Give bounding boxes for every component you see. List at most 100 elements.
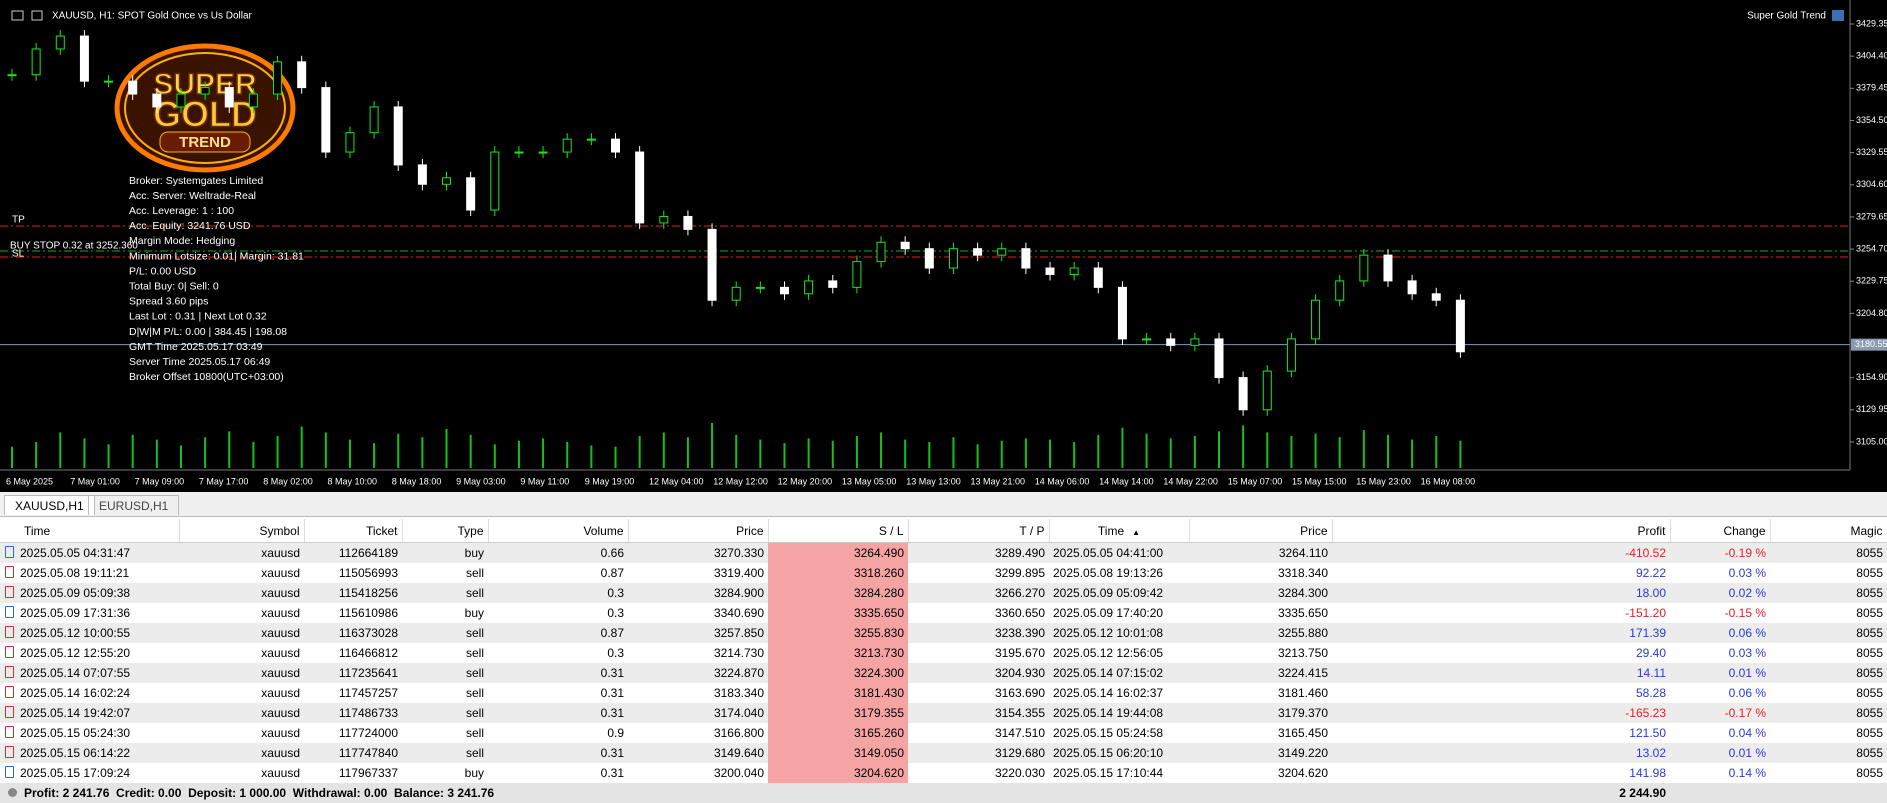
order-cell: 0.31 <box>488 663 628 683</box>
cell-text: xauusd <box>261 706 300 720</box>
order-cell: sell <box>402 563 488 583</box>
order-cell: xauusd <box>179 723 304 743</box>
order-icon <box>5 686 14 698</box>
order-cell: 0.14 % <box>1670 763 1770 783</box>
order-cell: 3149.220 <box>1189 743 1332 763</box>
price-tick-label: 3105.00 <box>1856 436 1887 446</box>
logo-banner <box>159 131 251 153</box>
summary-icon <box>8 788 17 797</box>
candle-body <box>128 80 138 95</box>
order-row[interactable]: 2025.05.14 07:07:55 xauusd 117235641 sell 0.… <box>0 663 1887 683</box>
time-label: 8 May 10:00 <box>328 476 378 486</box>
order-row[interactable]: 2025.05.15 17:09:24 xauusd 117967337 buy 0.3… <box>0 763 1887 783</box>
cell-text: 3179.370 <box>1277 706 1328 720</box>
order-cell: 2025.05.15 06:20:10 <box>1049 743 1189 763</box>
column-header[interactable]: Symbol <box>179 519 305 543</box>
time-label: 12 May 12:00 <box>713 476 768 486</box>
order-cell: 0.03 % <box>1670 643 1770 663</box>
cell-text: 0.3 <box>607 646 624 660</box>
info-line: Acc. Server: Weltrade-Real <box>129 190 256 202</box>
order-cell: sell <box>402 703 488 723</box>
candle-body <box>635 151 645 224</box>
cell-text: sell <box>465 706 484 720</box>
column-header[interactable]: Profit <box>1332 519 1671 543</box>
order-cell: 0.87 <box>488 563 628 583</box>
column-header[interactable]: T / P <box>908 519 1050 543</box>
chart-tab[interactable]: XAUUSD,H1 <box>4 495 95 515</box>
order-cell: 2025.05.14 16:02:37 <box>1049 683 1189 703</box>
price-tick-label: 3279.65 <box>1856 211 1887 221</box>
order-cell: 0.02 % <box>1670 583 1770 603</box>
column-header-text: Magic <box>1850 523 1883 538</box>
column-header[interactable]: Time <box>0 519 180 543</box>
cell-text: 3224.870 <box>713 666 764 680</box>
order-cell: 8055 <box>1770 763 1887 783</box>
column-header[interactable]: Price <box>1189 519 1333 543</box>
candle-body <box>55 35 65 50</box>
cell-text: 3255.880 <box>1277 626 1328 640</box>
info-line: Total Buy: 0| Sell: 0 <box>129 280 219 292</box>
order-cell: 0.31 <box>488 703 628 723</box>
chart-tab[interactable]: EURUSD,H1 <box>88 495 180 515</box>
order-cell: 18.00 <box>1332 583 1670 603</box>
cell-text: 2025.05.12 12:55:20 <box>20 646 131 660</box>
candle-body <box>900 241 910 250</box>
candle-body <box>1190 338 1200 346</box>
candle-body <box>1383 254 1393 282</box>
column-header[interactable]: Type <box>402 519 489 543</box>
column-header[interactable]: Ticket <box>304 519 403 543</box>
cell-text: -0.15 % <box>1724 606 1766 620</box>
candle-body <box>538 151 548 154</box>
time-label: 15 May 15:00 <box>1292 476 1347 486</box>
order-row[interactable]: 2025.05.14 16:02:24 xauusd 117457257 sell 0.… <box>0 683 1887 703</box>
order-cell: 3335.650 <box>1189 603 1332 623</box>
order-cell: 3224.870 <box>628 663 768 683</box>
order-cell: 171.39 <box>1332 623 1670 643</box>
column-header[interactable]: Volume <box>488 519 629 543</box>
info-line: Margin Mode: Hedging <box>129 235 235 247</box>
cell-text: 0.31 <box>600 666 624 680</box>
order-row[interactable]: 2025.05.08 19:11:21 xauusd 115056993 sell 0.… <box>0 563 1887 583</box>
time-label: 15 May 07:00 <box>1228 476 1283 486</box>
candle-body <box>1431 293 1441 301</box>
candle-body <box>586 138 596 141</box>
order-cell: 8055 <box>1770 563 1887 583</box>
order-cell: xauusd <box>179 563 304 583</box>
price-tick-label: 3429.35 <box>1856 18 1887 28</box>
cell-text: 3213.730 <box>853 646 904 660</box>
order-row[interactable]: 2025.05.15 05:24:30 xauusd 117724000 sell 0.… <box>0 723 1887 743</box>
time-label: 15 May 23:00 <box>1356 476 1411 486</box>
order-cell: 116466812 <box>304 643 402 663</box>
order-row[interactable]: 2025.05.12 10:00:55 xauusd 116373028 sell 0.… <box>0 623 1887 643</box>
candle-body <box>466 177 476 211</box>
order-row[interactable]: 2025.05.05 04:31:47 xauusd 112664189 buy 0.6… <box>0 542 1887 563</box>
cell-text: 3284.280 <box>853 586 904 600</box>
candle-body <box>200 87 210 95</box>
order-cell: 2025.05.09 17:31:36 <box>0 603 179 623</box>
candle-body <box>924 248 934 269</box>
order-row[interactable]: 2025.05.09 05:09:38 xauusd 115418256 sell 0.… <box>0 583 1887 603</box>
info-line: Acc. Leverage: 1 : 100 <box>129 205 234 217</box>
column-header[interactable]: Price <box>628 519 769 543</box>
column-header[interactable]: Time ▲ <box>1049 519 1190 543</box>
order-cell: 3264.490 <box>768 542 908 563</box>
order-row[interactable]: 2025.05.15 06:14:22 xauusd 117747840 sell 0.… <box>0 743 1887 763</box>
order-cell: 112664189 <box>304 542 402 563</box>
cell-text: 2025.05.14 19:42:07 <box>20 706 131 720</box>
order-icon <box>5 726 14 738</box>
info-line: Server Time 2025.05.17 06:49 <box>129 356 270 368</box>
cell-text: xauusd <box>261 606 300 620</box>
column-header[interactable]: Change <box>1670 519 1771 543</box>
order-row[interactable]: 2025.05.14 19:42:07 xauusd 117486733 sell 0.… <box>0 703 1887 723</box>
order-cell: 117235641 <box>304 663 402 683</box>
order-row[interactable]: 2025.05.12 12:55:20 xauusd 116466812 sell 0.… <box>0 643 1887 663</box>
column-header[interactable]: Magic <box>1770 519 1887 543</box>
order-cell: 115418256 <box>304 583 402 603</box>
chart-background <box>0 0 1887 492</box>
order-cell: 2025.05.14 16:02:24 <box>0 683 179 703</box>
column-header[interactable]: S / L <box>768 519 909 543</box>
candle-body <box>1142 338 1152 341</box>
order-cell: 3204.620 <box>768 763 908 783</box>
order-row[interactable]: 2025.05.09 17:31:36 xauusd 115610986 buy 0.3… <box>0 603 1887 623</box>
candle-body <box>1407 280 1417 295</box>
